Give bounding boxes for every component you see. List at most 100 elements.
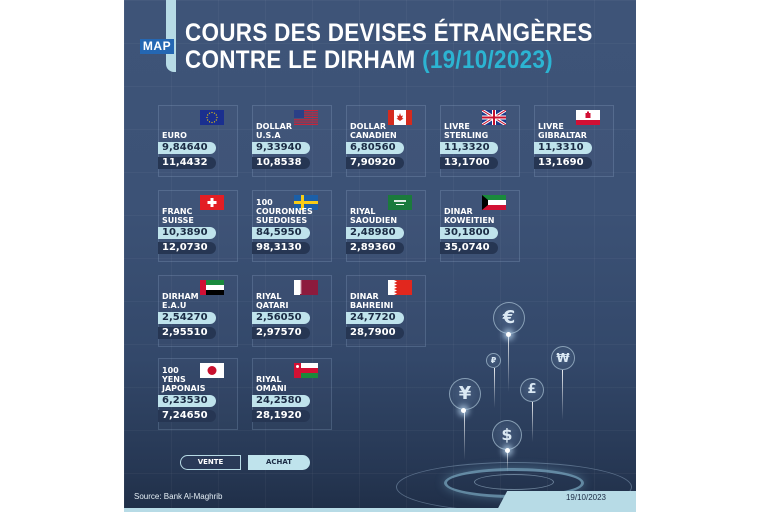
ruble-coin-icon: ₽ <box>486 353 501 368</box>
currency-card: LIVRE STERLING 11,3320 13,1700 <box>440 105 520 177</box>
vente-rate: 28,7900 <box>346 327 404 339</box>
currency-name: 100 YENS JAPONAIS <box>162 366 206 393</box>
vente-rate: 2,97570 <box>252 327 310 339</box>
currency-name: DIRHAM E.A.U <box>162 292 199 310</box>
vente-rate: 11,4432 <box>158 157 216 169</box>
vente-rate: 28,1920 <box>252 410 310 422</box>
currency-name: LIVRE GIBRALTAR <box>538 122 587 140</box>
currency-name: DOLLAR CANADIEN <box>350 122 397 140</box>
page-title: COURS DES DEVISES ÉTRANGÈRES CONTRE LE D… <box>185 20 593 74</box>
eu-flag-icon <box>200 110 224 125</box>
currency-card: RIYAL OMANI 24,2580 28,1920 <box>252 358 332 430</box>
light-stem <box>494 368 495 408</box>
currency-card: RIYAL QATARI 2,56050 2,97570 <box>252 275 332 347</box>
currency-name: DINAR BAHREINI <box>350 292 394 310</box>
light-stem <box>464 410 465 460</box>
oman-flag-icon <box>294 363 318 378</box>
currency-card: FRANC SUISSE 10,3890 12,0730 <box>158 190 238 262</box>
switzerland-flag-icon <box>200 195 224 210</box>
qatar-flag-icon <box>294 280 318 295</box>
light-stem <box>532 402 533 442</box>
legend-vente: VENTE <box>180 455 241 470</box>
title-line-2: CONTRE LE DIRHAM (19/10/2023) <box>185 47 593 74</box>
title-line-1: COURS DES DEVISES ÉTRANGÈRES <box>185 19 593 47</box>
currency-card: DOLLAR CANADIEN 6,80560 7,90920 <box>346 105 426 177</box>
footer-date-tab <box>496 491 636 512</box>
achat-rate: 24,7720 <box>346 312 404 324</box>
achat-rate: 30,1800 <box>440 227 498 239</box>
achat-rate: 24,2580 <box>252 395 310 407</box>
vente-rate: 35,0740 <box>440 242 498 254</box>
yen-coin-icon: ¥ <box>449 378 481 410</box>
us-flag-icon <box>294 110 318 125</box>
currency-card: LIVRE GIBRALTAR 11,3310 13,1690 <box>534 105 614 177</box>
currency-card: DINAR BAHREINI 24,7720 28,7900 <box>346 275 426 347</box>
euro-coin-icon: € <box>493 302 525 334</box>
currency-card: 100 COURONNES SUEDOISES 84,5950 98,3130 <box>252 190 332 262</box>
vente-rate: 10,8538 <box>252 157 310 169</box>
pound-coin-icon: £ <box>520 378 544 402</box>
currency-name: 100 COURONNES SUEDOISES <box>256 198 313 225</box>
currency-name: RIYAL QATARI <box>256 292 289 310</box>
achat-rate: 2,48980 <box>346 227 404 239</box>
achat-rate: 6,80560 <box>346 142 404 154</box>
vente-rate: 2,95510 <box>158 327 216 339</box>
vente-rate: 13,1700 <box>440 157 498 169</box>
achat-rate: 10,3890 <box>158 227 216 239</box>
vente-rate: 7,90920 <box>346 157 404 169</box>
infographic: MAP COURS DES DEVISES ÉTRANGÈRES CONTRE … <box>124 0 636 512</box>
currency-card: RIYAL SAOUDIEN 2,48980 2,89360 <box>346 190 426 262</box>
achat-rate: 9,84640 <box>158 142 216 154</box>
currency-name: EURO <box>162 131 187 140</box>
map-logo: MAP <box>140 39 174 54</box>
currency-card: DINAR KOWEITIEN 30,1800 35,0740 <box>440 190 520 262</box>
currency-name: DOLLAR U.S.A <box>256 122 292 140</box>
japan-flag-icon <box>200 363 224 378</box>
currency-name: FRANC SUISSE <box>162 207 194 225</box>
currency-card: DIRHAM E.A.U 2,54270 2,95510 <box>158 275 238 347</box>
title-date: (19/10/2023) <box>422 46 553 74</box>
bahrain-flag-icon <box>388 280 412 295</box>
won-coin-icon: ₩ <box>551 346 575 370</box>
light-stem <box>562 370 563 420</box>
source-text: Source: Bank Al-Maghrib <box>134 492 223 501</box>
vente-rate: 98,3130 <box>252 242 310 254</box>
vente-rate: 2,89360 <box>346 242 404 254</box>
sweden-flag-icon <box>294 195 318 210</box>
glow-dot <box>506 332 511 337</box>
gibraltar-flag-icon <box>576 110 600 125</box>
footer-date: 19/10/2023 <box>565 493 606 502</box>
currency-card: 100 YENS JAPONAIS 6,23530 7,24650 <box>158 358 238 430</box>
uae-flag-icon <box>200 280 224 295</box>
currency-name: RIYAL OMANI <box>256 375 287 393</box>
vente-rate: 12,0730 <box>158 242 216 254</box>
canada-flag-icon <box>388 110 412 125</box>
achat-rate: 84,5950 <box>252 227 310 239</box>
kuwait-flag-icon <box>482 195 506 210</box>
achat-rate: 2,54270 <box>158 312 216 324</box>
achat-rate: 2,56050 <box>252 312 310 324</box>
saudi-flag-icon <box>388 195 412 210</box>
currency-name: RIYAL SAOUDIEN <box>350 207 398 225</box>
achat-rate: 11,3310 <box>534 142 592 154</box>
currency-card: EURO 9,84640 11,4432 <box>158 105 238 177</box>
achat-rate: 11,3320 <box>440 142 498 154</box>
light-stem <box>507 450 508 472</box>
title-line-2-text: CONTRE LE DIRHAM <box>185 46 416 74</box>
title-accent-bar <box>166 0 176 72</box>
vente-rate: 13,1690 <box>534 157 592 169</box>
currency-card: DOLLAR U.S.A 9,33940 10,8538 <box>252 105 332 177</box>
currency-name: LIVRE STERLING <box>444 122 489 140</box>
currency-name: DINAR KOWEITIEN <box>444 207 495 225</box>
glow-dot <box>461 408 466 413</box>
vente-rate: 7,24650 <box>158 410 216 422</box>
platform-ring-core <box>474 474 554 490</box>
uk-flag-icon <box>482 110 506 125</box>
legend-achat: ACHAT <box>248 455 310 470</box>
achat-rate: 6,23530 <box>158 395 216 407</box>
footer-strip <box>124 508 636 512</box>
dollar-coin-icon: $ <box>492 420 522 450</box>
achat-rate: 9,33940 <box>252 142 310 154</box>
light-stem <box>508 332 509 392</box>
glow-dot <box>505 448 510 453</box>
